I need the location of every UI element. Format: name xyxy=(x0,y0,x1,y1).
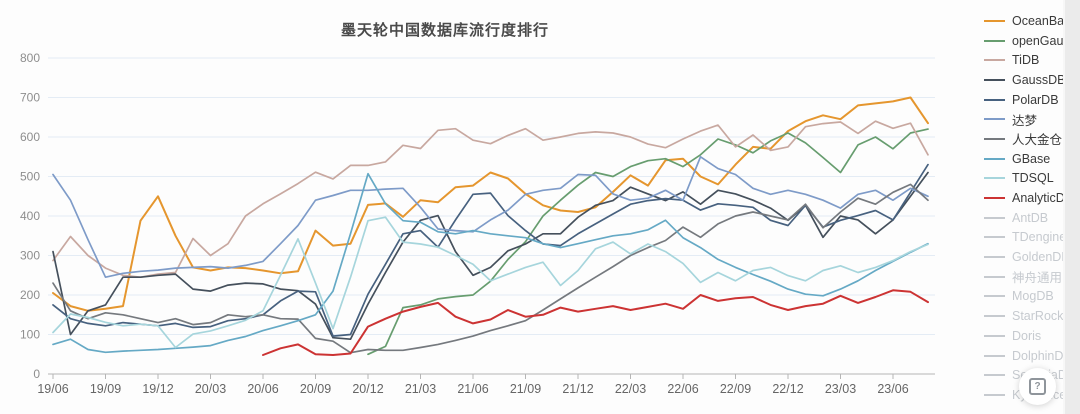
legend-swatch-icon xyxy=(984,78,1005,81)
series-line-达梦[interactable] xyxy=(52,155,929,279)
legend-item-tdengine[interactable]: TDengine xyxy=(984,228,1080,248)
legend-swatch-icon xyxy=(984,177,1005,180)
legend-label: GoldenDB xyxy=(1012,250,1070,265)
legend-label: StarRocks xyxy=(1012,309,1070,324)
legend-item-[interactable]: 神舟通用 xyxy=(984,267,1080,287)
legend-swatch-icon xyxy=(984,137,1005,140)
series-line-人大金仓[interactable] xyxy=(52,183,929,354)
y-tick-label: 600 xyxy=(20,130,40,144)
x-tick-label: 22/09 xyxy=(720,382,751,396)
x-tick-label: 21/09 xyxy=(510,382,541,396)
x-tick-label: 23/06 xyxy=(877,382,908,396)
x-tick-label: 20/12 xyxy=(352,382,383,396)
legend-label: TiDB xyxy=(1012,53,1040,68)
legend-item-gaussdb[interactable]: GaussDB xyxy=(984,70,1080,90)
legend-item-mogdb[interactable]: MogDB xyxy=(984,287,1080,307)
legend-swatch-icon xyxy=(984,256,1005,259)
legend-item-opengauss[interactable]: openGauss xyxy=(984,31,1080,51)
legend-swatch-icon xyxy=(984,39,1005,42)
x-tick-label: 19/06 xyxy=(37,382,68,396)
legend-swatch-icon xyxy=(984,59,1005,62)
legend-label: AntDB xyxy=(1012,210,1049,225)
legend-item-tidb[interactable]: TiDB xyxy=(984,50,1080,70)
legend-item-doris[interactable]: Doris xyxy=(984,326,1080,346)
x-tick-label: 22/03 xyxy=(615,382,646,396)
legend-label: GaussDB xyxy=(1012,72,1066,87)
x-tick-label: 20/06 xyxy=(247,382,278,396)
legend-label: AnalyticDB xyxy=(1012,191,1074,206)
series-line-GBase[interactable] xyxy=(52,172,929,354)
legend-label: OceanBase xyxy=(1012,13,1078,28)
legend-swatch-icon xyxy=(984,157,1005,160)
series-line-AnalyticDB[interactable] xyxy=(262,289,929,356)
legend-item-[interactable]: 人大金仓 xyxy=(984,129,1080,149)
legend-swatch-icon xyxy=(984,334,1005,337)
x-tick-label: 22/06 xyxy=(667,382,698,396)
legend-label: 达梦 xyxy=(1012,113,1038,128)
legend-swatch-icon xyxy=(984,118,1005,121)
x-tick-label: 19/09 xyxy=(90,382,121,396)
legend-swatch-icon xyxy=(984,354,1005,357)
x-tick-label: 22/12 xyxy=(772,382,803,396)
legend-swatch-icon xyxy=(984,216,1005,219)
series-line-OceanBase[interactable] xyxy=(52,96,929,312)
series-line-TiDB[interactable] xyxy=(52,120,929,279)
x-tick-label: 23/03 xyxy=(825,382,856,396)
chart-title: 墨天轮中国数据库流行度排行 xyxy=(340,22,549,39)
legend-label: PolarDB xyxy=(1012,92,1059,107)
y-tick-label: 500 xyxy=(20,170,40,184)
legend-item-[interactable]: 达梦 xyxy=(984,109,1080,129)
legend-item-dolphindb[interactable]: DolphinDB xyxy=(984,346,1080,366)
help-button[interactable]: ? xyxy=(1019,368,1056,405)
legend-label: TDengine xyxy=(1012,230,1067,245)
legend-swatch-icon xyxy=(984,19,1005,22)
legend-swatch-icon xyxy=(984,275,1005,278)
x-tick-label: 21/12 xyxy=(562,382,593,396)
legend-item-starrocks[interactable]: StarRocks xyxy=(984,306,1080,326)
legend-label: 人大金仓 xyxy=(1012,133,1063,148)
legend-swatch-icon xyxy=(984,98,1005,101)
series-line-GaussDB[interactable] xyxy=(52,171,929,341)
x-tick-label: 21/06 xyxy=(457,382,488,396)
x-tick-label: 21/03 xyxy=(405,382,436,396)
series-line-openGauss[interactable] xyxy=(367,128,929,356)
y-tick-label: 300 xyxy=(20,249,40,263)
legend-label: Doris xyxy=(1012,328,1042,343)
page-right-gutter xyxy=(1063,0,1080,414)
y-tick-label: 800 xyxy=(20,51,40,65)
y-tick-label: 100 xyxy=(20,328,40,342)
legend-swatch-icon xyxy=(984,393,1005,396)
legend-item-oceanbase[interactable]: OceanBase xyxy=(984,11,1080,31)
legend-label: TDSQL xyxy=(1012,171,1054,186)
legend-item-analyticdb[interactable]: AnalyticDB xyxy=(984,188,1080,208)
y-tick-label: 0 xyxy=(33,367,40,381)
legend-swatch-icon xyxy=(984,197,1005,200)
legend-swatch-icon xyxy=(984,374,1005,377)
help-icon: ? xyxy=(1029,378,1046,395)
legend-swatch-icon xyxy=(984,315,1005,318)
x-tick-label: 19/12 xyxy=(142,382,173,396)
legend: OceanBase openGauss TiDB GaussDB PolarDB 达梦人大… xyxy=(984,11,1080,405)
legend-label: DolphinDB xyxy=(1012,348,1072,363)
legend-label: MogDB xyxy=(1012,289,1054,304)
series-line-PolarDB[interactable] xyxy=(52,163,929,337)
legend-item-antdb[interactable]: AntDB xyxy=(984,208,1080,228)
y-tick-label: 400 xyxy=(20,209,40,223)
legend-label: 神舟通用 xyxy=(1012,271,1063,286)
legend-item-goldendb[interactable]: GoldenDB xyxy=(984,247,1080,267)
series-line-TDSQL[interactable] xyxy=(52,216,929,349)
y-tick-label: 700 xyxy=(20,91,40,105)
legend-label: GBase xyxy=(1012,151,1051,166)
y-tick-label: 200 xyxy=(20,288,40,302)
legend-item-polardb[interactable]: PolarDB xyxy=(984,90,1080,110)
legend-item-gbase[interactable]: GBase xyxy=(984,149,1080,169)
legend-item-tdsql[interactable]: TDSQL xyxy=(984,169,1080,189)
legend-label: openGauss xyxy=(1012,33,1076,48)
x-tick-label: 20/03 xyxy=(195,382,226,396)
legend-swatch-icon xyxy=(984,295,1005,298)
x-tick-label: 20/09 xyxy=(300,382,331,396)
legend-swatch-icon xyxy=(984,236,1005,239)
